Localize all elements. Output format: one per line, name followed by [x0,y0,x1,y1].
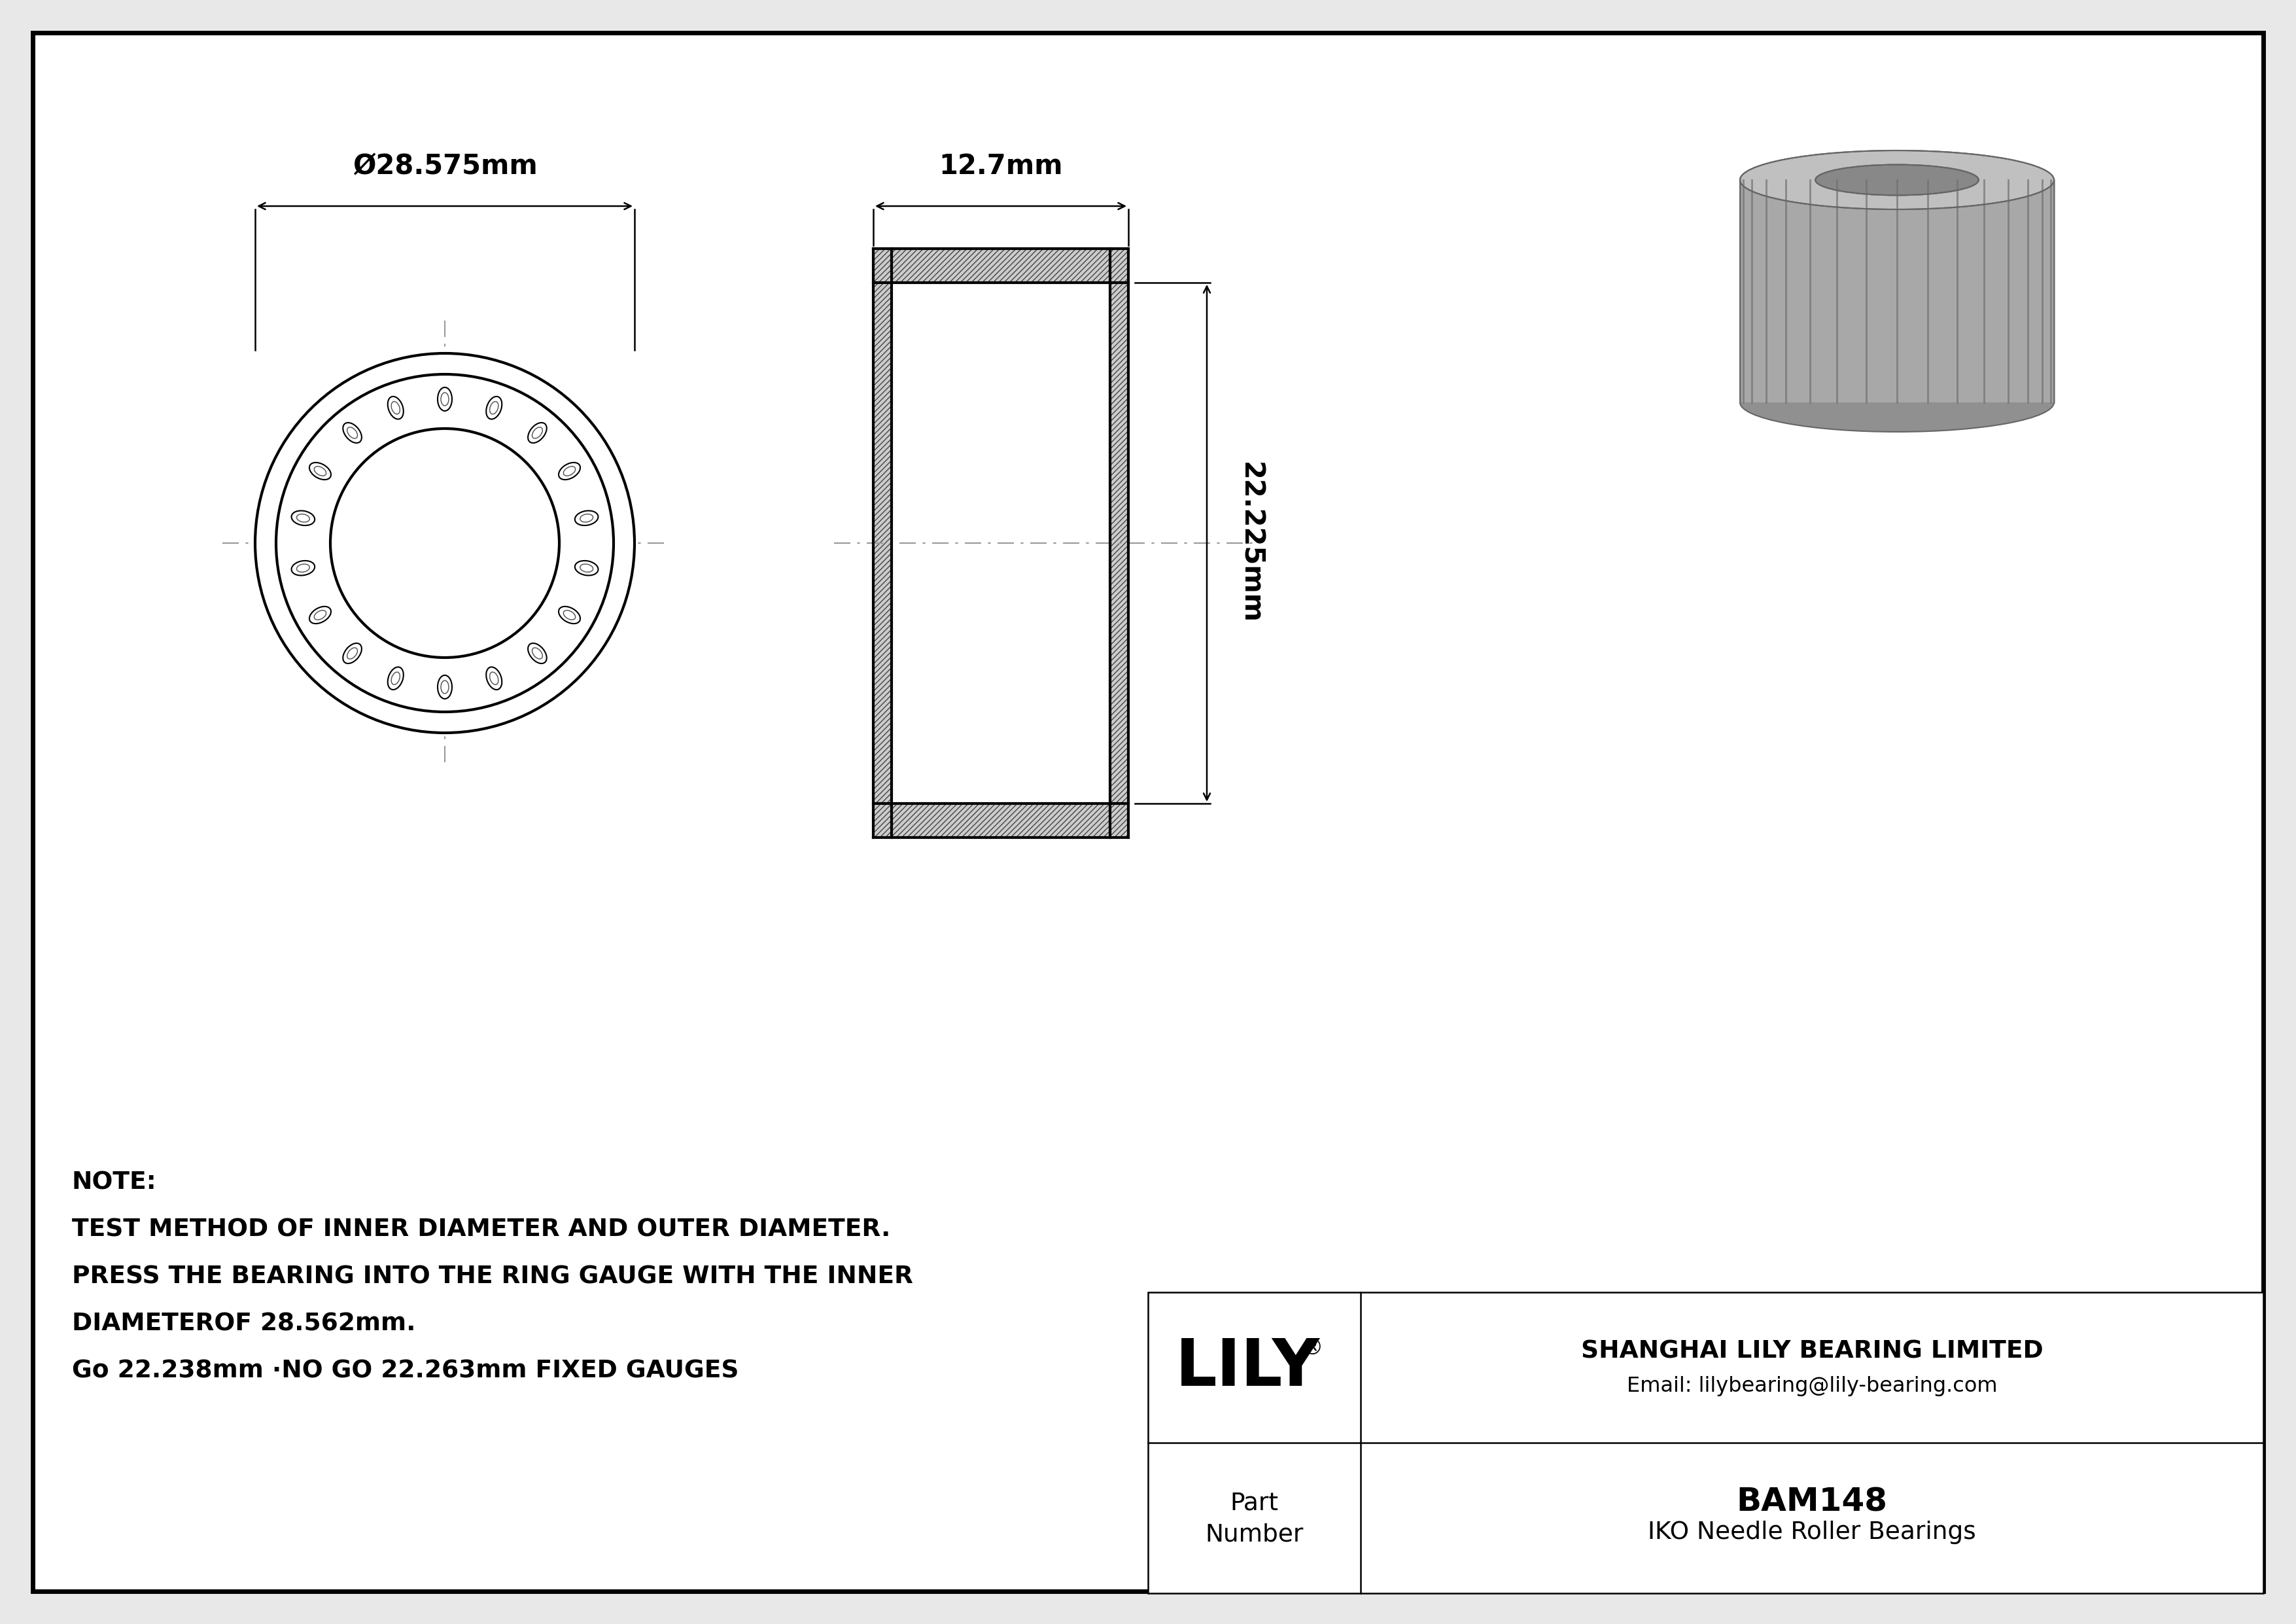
Bar [891,248,1109,283]
Text: Ø28.575mm: Ø28.575mm [351,153,537,180]
Text: 22.225mm: 22.225mm [1235,463,1263,624]
Text: PRESS THE BEARING INTO THE RING GAUGE WITH THE INNER: PRESS THE BEARING INTO THE RING GAUGE WI… [71,1265,914,1289]
Ellipse shape [296,515,310,521]
Ellipse shape [563,611,576,620]
Circle shape [331,429,560,658]
Ellipse shape [390,672,400,685]
Circle shape [255,354,634,732]
Bar [872,248,891,838]
Ellipse shape [347,648,358,659]
Ellipse shape [388,396,404,419]
Ellipse shape [310,463,331,479]
Ellipse shape [342,643,363,664]
Ellipse shape [528,643,546,664]
Text: Email: lilybearing@lily-bearing.com: Email: lilybearing@lily-bearing.com [1626,1376,1998,1397]
Ellipse shape [315,466,326,476]
Circle shape [276,374,613,711]
Ellipse shape [388,667,404,690]
Ellipse shape [581,564,592,572]
Text: SHANGHAI LILY BEARING LIMITED: SHANGHAI LILY BEARING LIMITED [1580,1340,2043,1363]
Ellipse shape [487,667,503,690]
Text: IKO Needle Roller Bearings: IKO Needle Roller Bearings [1649,1520,1977,1544]
Ellipse shape [574,510,599,526]
Text: 12.7mm: 12.7mm [939,153,1063,180]
Ellipse shape [342,422,363,443]
Ellipse shape [1816,164,1979,195]
Ellipse shape [347,427,358,438]
Ellipse shape [574,560,599,575]
Ellipse shape [296,564,310,572]
Text: ®: ® [1302,1337,1322,1359]
Text: TEST METHOD OF INNER DIAMETER AND OUTER DIAMETER.: TEST METHOD OF INNER DIAMETER AND OUTER … [71,1218,891,1242]
Ellipse shape [487,396,503,419]
Bar [872,248,1127,838]
Ellipse shape [1740,151,2055,209]
Ellipse shape [441,393,448,406]
Ellipse shape [563,466,576,476]
Text: LILY: LILY [1176,1337,1320,1400]
Ellipse shape [292,560,315,575]
Ellipse shape [489,672,498,685]
Bar [1740,180,2055,403]
Ellipse shape [558,463,581,479]
Ellipse shape [533,427,542,438]
Ellipse shape [558,606,581,624]
Ellipse shape [439,676,452,698]
Bar [1148,1293,2264,1593]
Ellipse shape [1740,374,2055,432]
Text: Part: Part [1231,1492,1279,1515]
Text: BAM148: BAM148 [1736,1486,1887,1517]
Ellipse shape [528,422,546,443]
Bar [1109,248,1127,838]
Bar [891,804,1109,838]
Text: Number: Number [1205,1523,1304,1546]
Text: NOTE:: NOTE: [71,1171,156,1195]
Ellipse shape [315,611,326,620]
Text: DIAMETEROF 28.562mm.: DIAMETEROF 28.562mm. [71,1312,416,1337]
Ellipse shape [489,401,498,414]
Ellipse shape [533,648,542,659]
Ellipse shape [439,388,452,411]
Ellipse shape [581,515,592,521]
Ellipse shape [310,606,331,624]
Ellipse shape [441,680,448,693]
Ellipse shape [292,510,315,526]
Ellipse shape [390,401,400,414]
Text: Go 22.238mm ·NO GO 22.263mm FIXED GAUGES: Go 22.238mm ·NO GO 22.263mm FIXED GAUGES [71,1359,739,1384]
